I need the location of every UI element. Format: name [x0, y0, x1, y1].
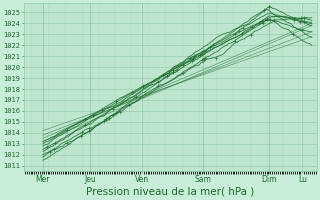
X-axis label: Pression niveau de la mer( hPa ): Pression niveau de la mer( hPa ): [86, 187, 254, 197]
